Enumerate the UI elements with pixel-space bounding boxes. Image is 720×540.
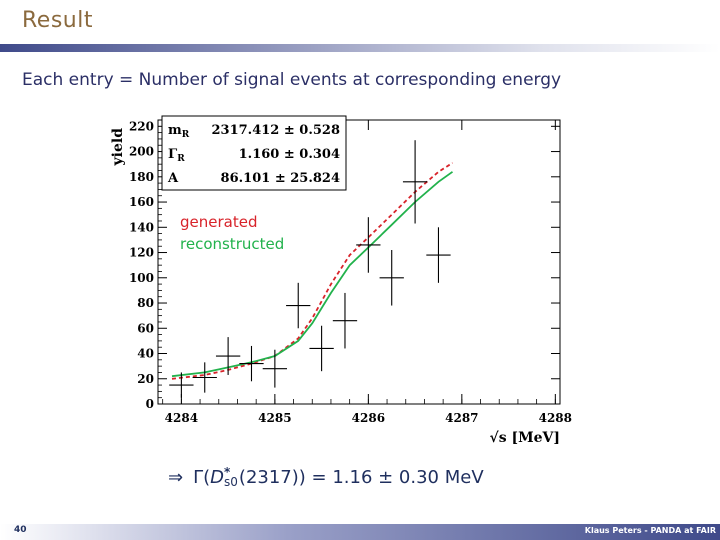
fit-param-symbol: A	[167, 171, 179, 186]
y-tick-label: 20	[137, 372, 154, 386]
y-tick-label: 200	[129, 145, 154, 159]
x-tick-label: 4288	[539, 411, 572, 425]
x-tick-label: 4286	[352, 411, 385, 425]
fit-param-subscript: R	[182, 130, 190, 140]
fit-param-symbol: Γ	[168, 147, 178, 162]
width-result: ⇒ Γ( D * s0 (2317)) = 1.16 ± 0.30 MeV	[168, 462, 484, 492]
width-value: (2317)) = 1.16 ± 0.30 MeV	[238, 466, 484, 488]
x-axis-label: √s [MeV]	[490, 430, 560, 446]
plot-frame	[157, 119, 561, 405]
slide-subtitle: Each entry = Number of signal events at …	[22, 70, 562, 90]
fit-curve-generated	[171, 162, 453, 380]
title-rule	[0, 44, 720, 52]
fit-param-name: mR	[168, 123, 190, 140]
y-tick-label: 60	[137, 321, 154, 335]
x-tick-label: 4284	[165, 411, 198, 425]
fit-param-name: A	[167, 171, 179, 186]
meson-subscript: s0	[224, 475, 238, 489]
y-tick-label: 220	[129, 119, 154, 133]
fit-param-subscript: R	[177, 154, 185, 164]
fit-param-symbol: m	[168, 123, 182, 138]
fit-param-name: ΓR	[168, 147, 185, 164]
y-tick-label: 80	[137, 296, 154, 310]
meson-indices: * s0	[224, 464, 238, 489]
fit-param-value: 86.101 ± 25.824	[221, 171, 340, 186]
y-tick-label: 160	[129, 195, 154, 209]
meson-symbol: D	[210, 466, 225, 488]
legend-reconstructed: reconstructed	[180, 235, 284, 253]
gamma-symbol: Γ(	[193, 466, 211, 488]
fit-parameter-box	[161, 115, 347, 191]
y-tick-label: 100	[129, 271, 154, 285]
y-tick-label: 140	[129, 220, 154, 234]
y-tick-label: 180	[129, 170, 154, 184]
y-axis-label: yield	[110, 128, 126, 167]
implies-arrow: ⇒	[168, 466, 184, 488]
fit-param-value: 2317.412 ± 0.528	[212, 123, 341, 138]
legend-generated: generated	[180, 213, 257, 231]
x-tick-label: 4285	[258, 411, 291, 425]
fit-param-value: 1.160 ± 0.304	[239, 147, 340, 162]
y-tick-label: 120	[129, 246, 154, 260]
y-tick-label: 40	[137, 347, 154, 361]
footer-credit: Klaus Peters - PANDA at FAIR	[584, 526, 716, 535]
x-tick-label: 4287	[445, 411, 478, 425]
meson-superscript: *	[224, 464, 231, 479]
page-number: 40	[14, 525, 27, 535]
y-tick-label: 0	[146, 397, 154, 411]
fit-plot: 0 20 40 60 80 100 120 140 160 180 200 220 4284 4285 42…	[110, 115, 572, 446]
fit-curve-reconstructed	[171, 171, 454, 378]
footer-bar	[0, 524, 720, 540]
slide-title: Result	[22, 8, 93, 33]
